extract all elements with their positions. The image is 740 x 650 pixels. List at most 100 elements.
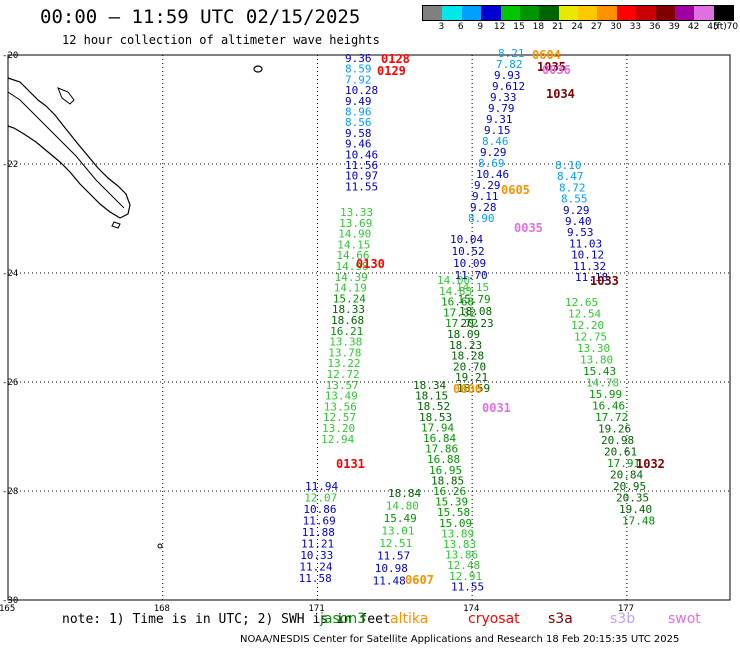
lat-label: -24 [2, 269, 18, 279]
wave-height-value: 8.72 [559, 181, 586, 194]
wave-height-value: 18.68 [331, 314, 364, 327]
legend-tick: 18 [532, 22, 545, 32]
wave-height-value: 11.55 [451, 580, 484, 593]
isle-of-pines [111, 221, 121, 229]
wave-height-value: 8.59 [345, 63, 372, 76]
wave-height-value: 15.58 [437, 506, 470, 519]
wave-height-value: 9.31 [486, 113, 513, 126]
wave-height-value: 13.80 [580, 354, 613, 367]
wave-height-value: 11.58 [299, 572, 332, 585]
wave-height-value: 13.78 [328, 346, 361, 359]
legend-tick: 30 [610, 22, 622, 32]
footer-note: note: 1) Time is in UTC; 2) SWH is in fe… [62, 612, 391, 627]
legend-tick: 45 [707, 22, 719, 32]
legend-swatch [616, 6, 637, 20]
new-caledonia-inner-coast [7, 91, 125, 209]
satellite-tracks: 9.368.597.9210.289.498.968.569.589.4610.… [299, 47, 656, 593]
credit-line: NOAA/NESDIS Center for Satellite Applica… [240, 634, 680, 645]
color-legend: (ft) 3 6 9 12 15 18 21 24 27 30 33 36 39 42 45 70 [422, 5, 739, 33]
wave-height-value: 9.58 [345, 127, 372, 140]
wave-height-value: 9.29 [563, 204, 590, 217]
wave-height-value: 11.94 [305, 480, 338, 493]
pass-time-label: 1032 [636, 457, 665, 471]
wave-height-value: 17.72 [445, 317, 478, 330]
wave-height-value: 15.09 [439, 517, 472, 530]
wave-height-value: 11.24 [299, 561, 332, 574]
wave-height-value: 14.78 [586, 377, 619, 390]
wave-height-value: 9.79 [488, 102, 515, 115]
wave-height-value: 18.59 [457, 382, 490, 395]
lat-label: -28 [2, 487, 18, 497]
wave-height-value: 18.84 [388, 487, 421, 500]
wave-height-value: 13.22 [327, 357, 360, 370]
lat-label: -26 [2, 378, 18, 388]
wave-height-value: 9.15 [484, 124, 511, 137]
wave-height-value: 13.20 [322, 422, 355, 435]
wave-height-value: 18.33 [332, 303, 365, 316]
wave-height-value: 18.53 [419, 411, 452, 424]
legend-tick: 42 [687, 22, 700, 32]
wave-height-value: 10.04 [450, 233, 483, 246]
wave-height-value: 11.48 [373, 575, 406, 588]
wave-height-value: 13.83 [443, 538, 476, 551]
legend-swatch [578, 6, 598, 20]
wave-height-value: 13.69 [339, 217, 372, 230]
wave-height-value: 18.09 [447, 328, 480, 341]
map-title: 00:00 – 11:59 UTC 02/15/2025 [40, 6, 361, 28]
lon-label: 174 [463, 604, 479, 614]
wave-height-value: 10.46 [345, 148, 378, 161]
wave-height-value: 14.15 [456, 281, 489, 294]
wave-height-value: 12.07 [304, 492, 337, 505]
pass-time-label: 0606 [453, 382, 482, 396]
wave-height-value: 19.40 [619, 503, 652, 516]
lat-label: -22 [2, 160, 18, 170]
wave-height-value: 15.49 [384, 512, 417, 525]
wave-height-value: 17.72 [595, 411, 628, 424]
wave-height-value: 9.33 [490, 91, 517, 104]
legend-tick: 3 [438, 22, 445, 32]
wave-height-value: 15.99 [589, 388, 622, 401]
pass-time-label: 0129 [377, 64, 406, 78]
legend-swatch [713, 6, 733, 20]
wave-height-value: 10.46 [476, 168, 509, 181]
wave-height-value: 14.15 [337, 238, 370, 251]
wave-height-value: 9.46 [345, 138, 372, 151]
wave-height-value: 14.83 [439, 285, 472, 298]
wave-height-value: 12.54 [568, 308, 601, 321]
wave-height-value: 12.65 [565, 296, 598, 309]
legend-tick-labels: (ft) 3 6 9 12 15 18 21 24 27 30 33 36 39 42 45 70 [422, 21, 739, 33]
lon-label: 168 [154, 604, 170, 614]
wave-height-value: 11.88 [302, 526, 335, 539]
wave-height-value: 20.35 [616, 492, 649, 505]
satellite-key-swot: swot [668, 611, 701, 627]
wave-height-value: 15.43 [583, 365, 616, 378]
wave-height-value: 13.30 [577, 342, 610, 355]
wave-height-value: 13.86 [445, 549, 478, 562]
coastline [7, 65, 263, 549]
legend-tick: 21 [552, 22, 564, 32]
pass-time-label: 1035 [537, 60, 566, 74]
wave-height-value: 9.53 [567, 226, 594, 239]
pass-time-label: 1033 [590, 274, 619, 288]
new-caledonia-coastline [7, 77, 131, 219]
legend-swatch [694, 6, 714, 20]
wave-height-value: 8.56 [345, 116, 372, 129]
wave-height-value: 18.52 [417, 400, 450, 413]
wave-height-value: 14.39 [335, 271, 368, 284]
wave-height-value: 13.56 [324, 400, 357, 413]
legend-tick: 9 [477, 22, 484, 32]
wave-height-value: 11.32 [573, 260, 606, 273]
legend-tick: 15 [513, 22, 525, 32]
wave-height-value: 9.28 [470, 201, 497, 214]
wave-height-value: 7.92 [345, 73, 372, 86]
wave-height-value: 14.00 [437, 274, 470, 287]
wave-height-value: 13.01 [381, 525, 414, 538]
legend-tick: 39 [668, 22, 680, 32]
wave-height-value: 17.32 [443, 306, 476, 319]
pass-time-label: 0036 [542, 63, 571, 77]
wave-height-value: 20.84 [610, 469, 643, 482]
wave-height-value: 12.20 [571, 319, 604, 332]
legend-swatch [636, 6, 656, 20]
pass-time-label: 0031 [482, 401, 511, 415]
